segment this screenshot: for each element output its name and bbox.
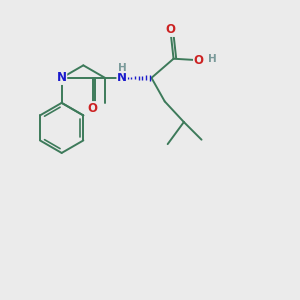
Text: O: O [166, 23, 176, 36]
Text: O: O [88, 102, 98, 115]
Text: N: N [57, 71, 67, 84]
Text: N: N [117, 71, 127, 84]
Text: H: H [208, 54, 217, 64]
Text: O: O [194, 54, 204, 67]
Text: H: H [118, 63, 126, 73]
